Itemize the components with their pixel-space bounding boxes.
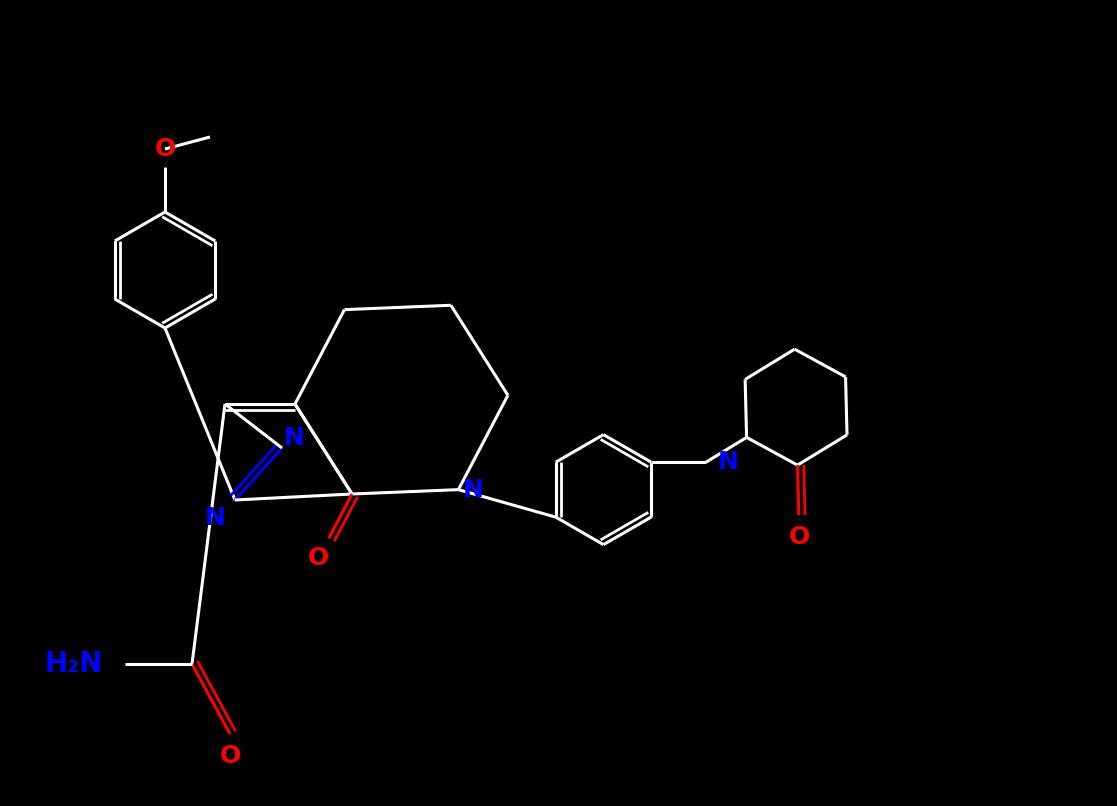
Text: H₂N: H₂N bbox=[45, 650, 103, 678]
Text: N: N bbox=[204, 506, 226, 530]
Text: O: O bbox=[154, 137, 175, 161]
Text: O: O bbox=[789, 525, 810, 549]
Text: N: N bbox=[718, 450, 739, 474]
Text: N: N bbox=[284, 426, 305, 450]
Text: O: O bbox=[219, 744, 240, 768]
Text: O: O bbox=[308, 546, 330, 570]
Text: N: N bbox=[464, 478, 484, 501]
